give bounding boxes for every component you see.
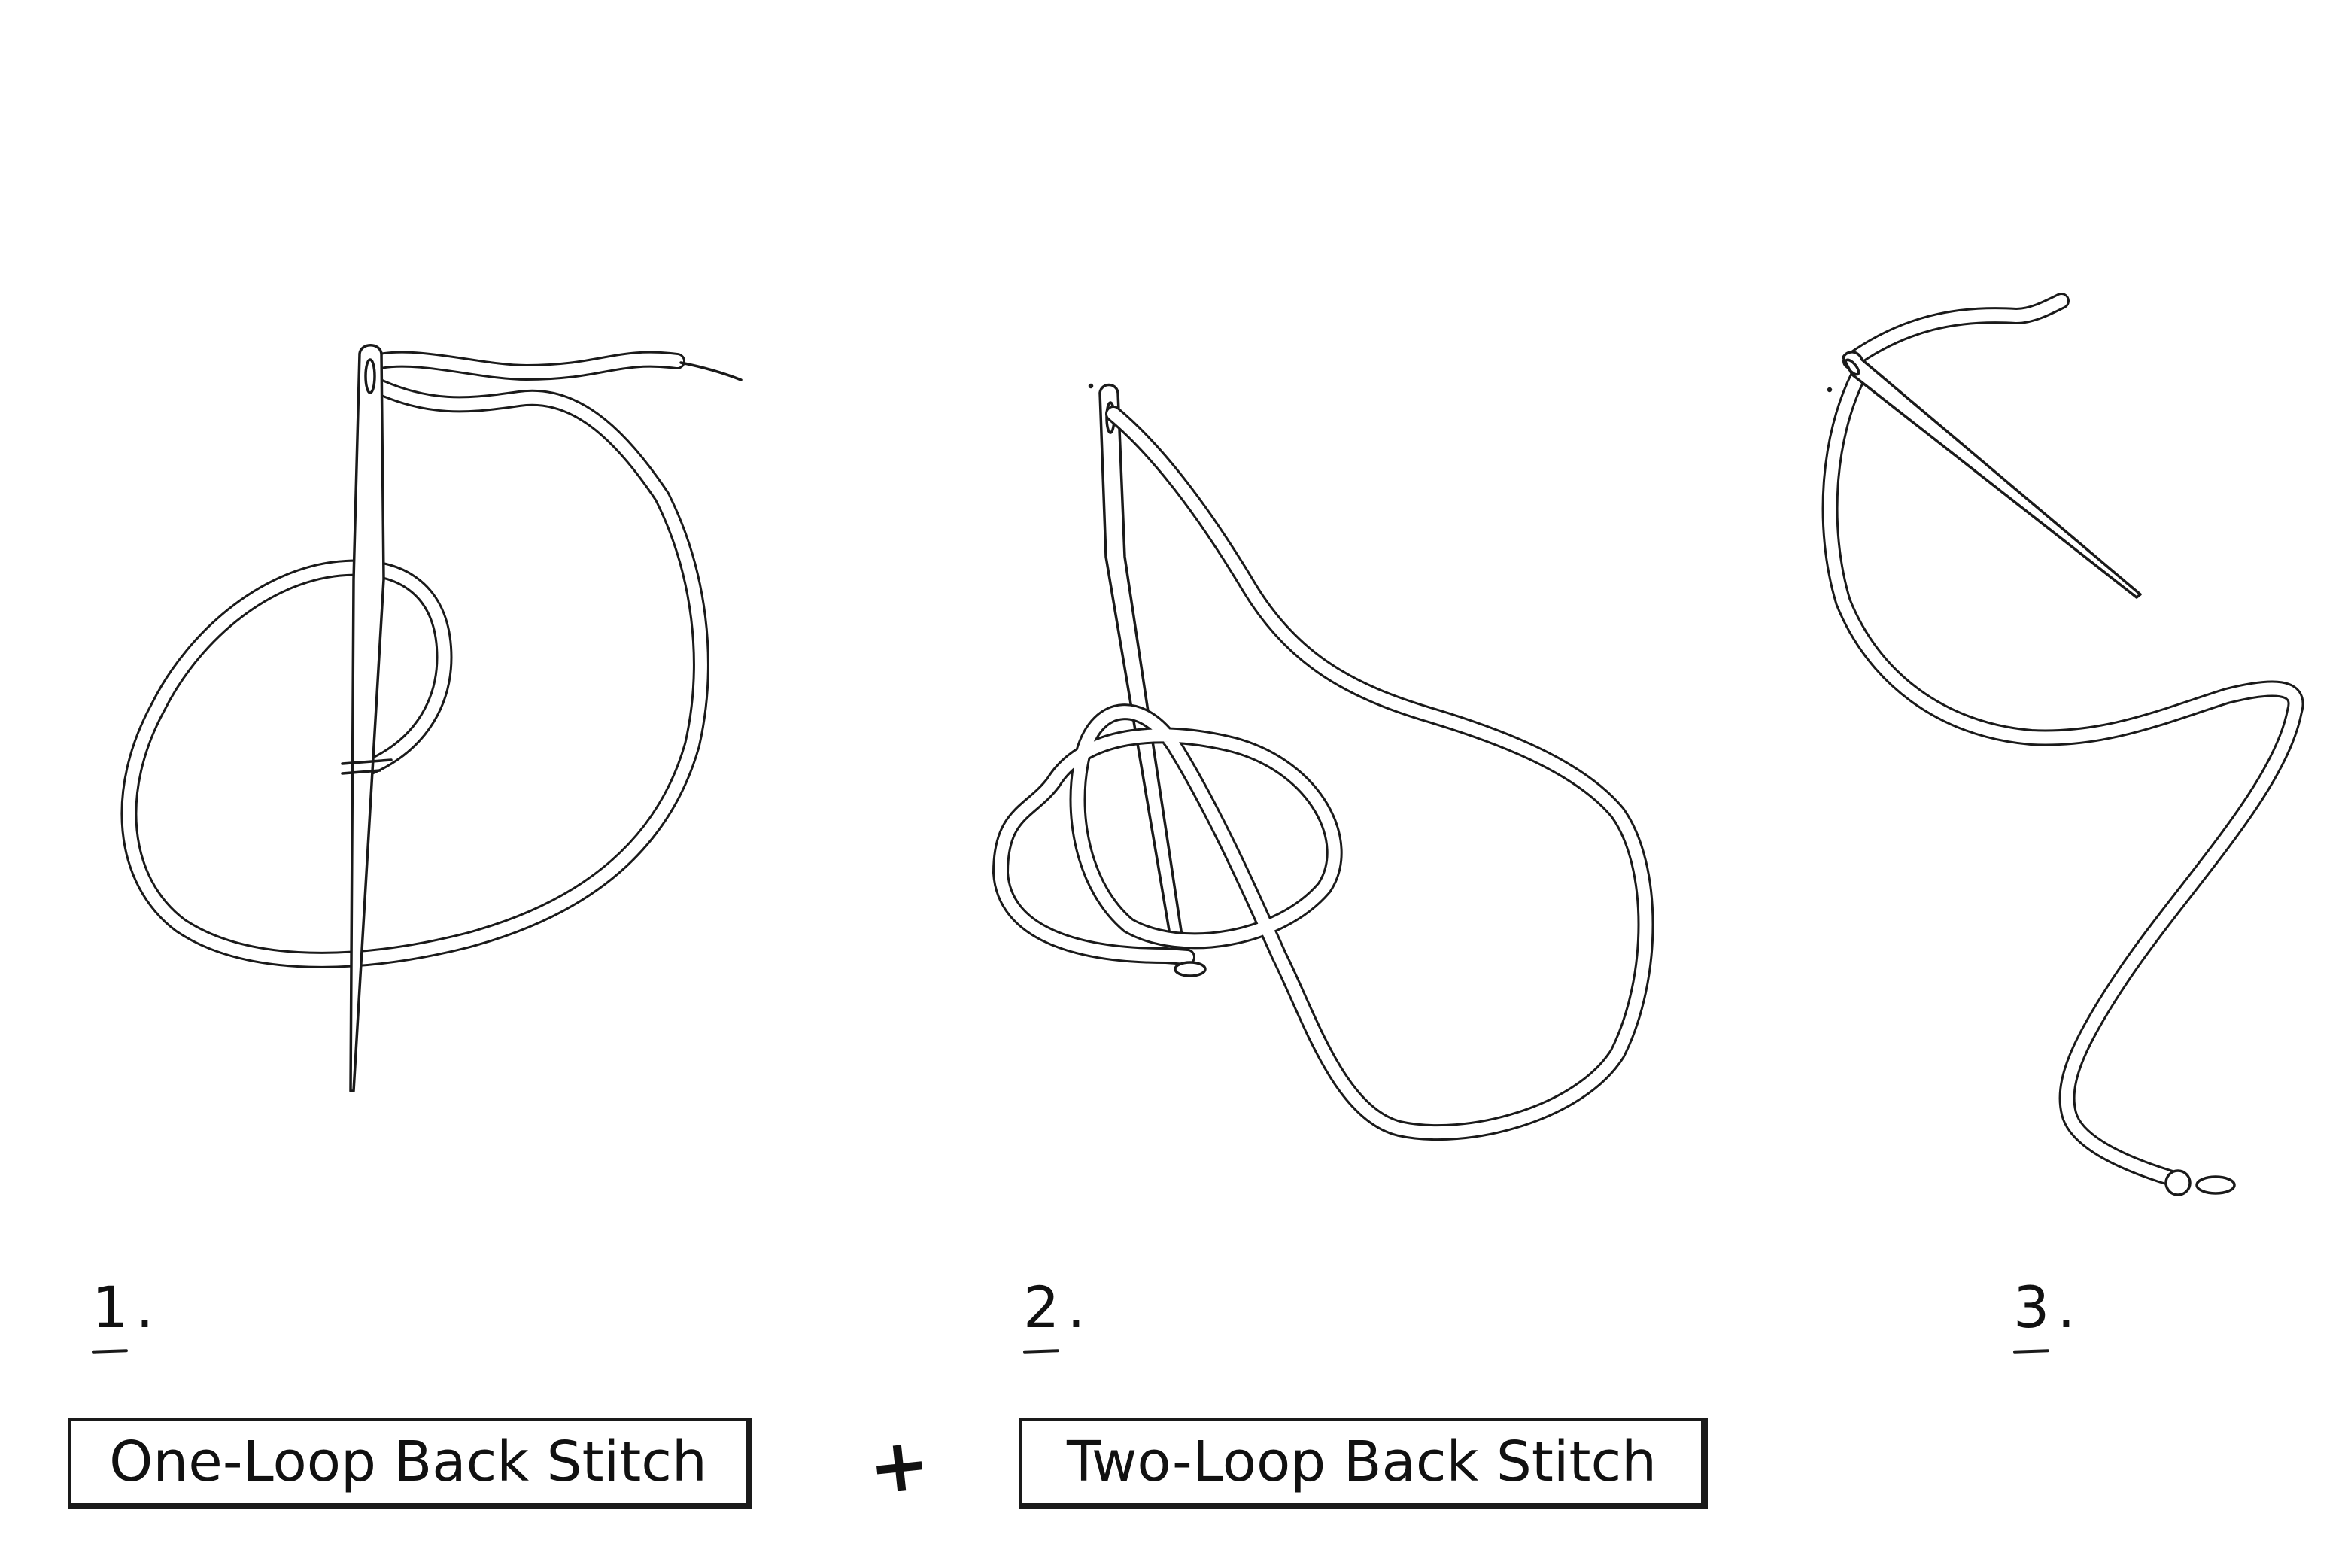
step-number-1-text: 1. xyxy=(92,1274,162,1341)
thread-icon xyxy=(1001,414,1646,1132)
step-1-illustration xyxy=(129,345,741,1091)
step-2-illustration xyxy=(1001,385,1646,1133)
step-number-1: 1. xyxy=(92,1279,162,1336)
thread-icon xyxy=(129,360,700,960)
plus-sign: + xyxy=(865,1427,933,1505)
thread-icon xyxy=(1830,301,2296,1181)
needle-icon xyxy=(351,345,384,1091)
step-number-3: 3. xyxy=(2013,1279,2083,1336)
step-number-3-text: 3. xyxy=(2013,1274,2083,1341)
step-number-2: 2. xyxy=(1023,1279,1093,1336)
step-number-2-text: 2. xyxy=(1023,1274,1093,1341)
knot-icon xyxy=(1175,962,1205,976)
one-loop-label-text: One-Loop Back Stitch xyxy=(109,1430,707,1494)
two-loop-back-stitch-label: Two-Loop Back Stitch xyxy=(1019,1418,1708,1509)
knot-icon xyxy=(2166,1171,2234,1195)
step-3-illustration xyxy=(1829,301,2296,1195)
needle-icon xyxy=(1843,352,2140,597)
two-loop-label-text: Two-Loop Back Stitch xyxy=(1067,1430,1657,1494)
one-loop-back-stitch-label: One-Loop Back Stitch xyxy=(68,1418,752,1509)
